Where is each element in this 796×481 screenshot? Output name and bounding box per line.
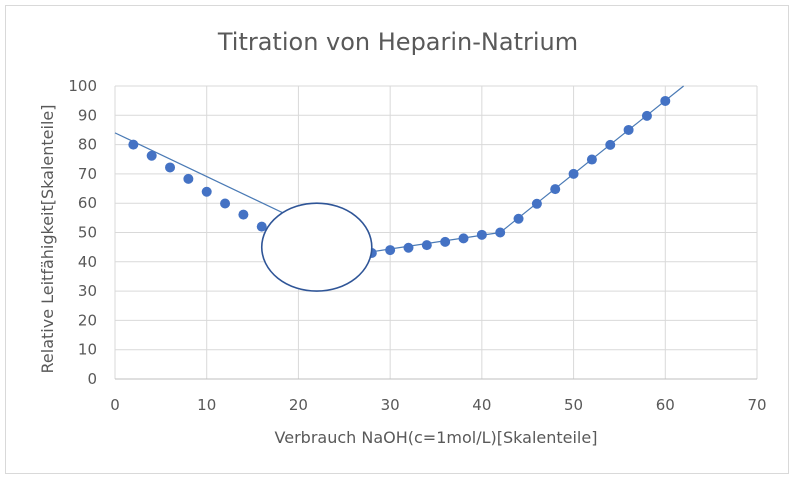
data-point xyxy=(238,209,249,220)
data-point xyxy=(476,229,487,240)
x-tick-label: 0 xyxy=(110,396,120,414)
y-tick-label: 90 xyxy=(78,106,97,124)
data-point xyxy=(128,139,139,150)
chart-frame xyxy=(5,5,789,474)
data-point xyxy=(550,184,561,195)
x-tick-label: 30 xyxy=(381,396,400,414)
x-tick-label: 20 xyxy=(289,396,308,414)
x-tick-label: 40 xyxy=(472,396,491,414)
data-point xyxy=(201,186,212,197)
data-point xyxy=(256,221,267,232)
y-tick-label: 50 xyxy=(78,224,97,242)
data-point xyxy=(660,95,671,106)
data-point xyxy=(146,150,157,161)
data-point xyxy=(623,124,634,135)
trend-lines xyxy=(114,85,685,254)
y-tick-label: 80 xyxy=(78,136,97,154)
y-tick-label: 70 xyxy=(78,165,97,183)
data-point xyxy=(568,168,579,179)
chart-title: Titration von Heparin-Natrium xyxy=(217,28,578,56)
data-points xyxy=(128,95,671,259)
data-point xyxy=(495,227,506,238)
data-point xyxy=(586,154,597,165)
y-tick-label: 100 xyxy=(68,77,97,95)
data-point xyxy=(220,198,231,209)
x-axis-label: Verbrauch NaOH(c=1mol/L)[Skalenteile] xyxy=(275,428,598,447)
data-point xyxy=(605,139,616,150)
x-tick-label: 50 xyxy=(564,396,583,414)
data-point xyxy=(531,198,542,209)
y-tick-label: 20 xyxy=(78,311,97,329)
x-tick-label: 60 xyxy=(656,396,675,414)
y-tick-label: 30 xyxy=(78,282,97,300)
y-tick-label: 0 xyxy=(87,370,97,388)
annotation-ellipse xyxy=(260,202,373,292)
data-point xyxy=(165,162,176,173)
data-point xyxy=(458,233,469,244)
data-point xyxy=(421,240,432,251)
annotation-layer xyxy=(260,202,373,292)
x-tick-label: 70 xyxy=(747,396,766,414)
data-point xyxy=(385,245,396,256)
data-point xyxy=(513,213,524,224)
y-tick-label: 60 xyxy=(78,194,97,212)
gridlines xyxy=(114,85,758,380)
y-tick-labels: 0 10 20 30 40 50 60 70 80 90 100 xyxy=(68,77,97,388)
y-tick-label: 10 xyxy=(78,341,97,359)
data-point xyxy=(403,242,414,253)
data-point xyxy=(183,173,194,184)
data-point xyxy=(440,236,451,247)
x-tick-labels: 0 10 20 30 40 50 60 70 xyxy=(110,396,766,414)
data-point xyxy=(641,110,652,121)
y-tick-label: 40 xyxy=(78,253,97,271)
x-tick-label: 10 xyxy=(197,396,216,414)
y-axis-label: Relative Leitfähigkeit[Skalenteile] xyxy=(38,105,57,374)
